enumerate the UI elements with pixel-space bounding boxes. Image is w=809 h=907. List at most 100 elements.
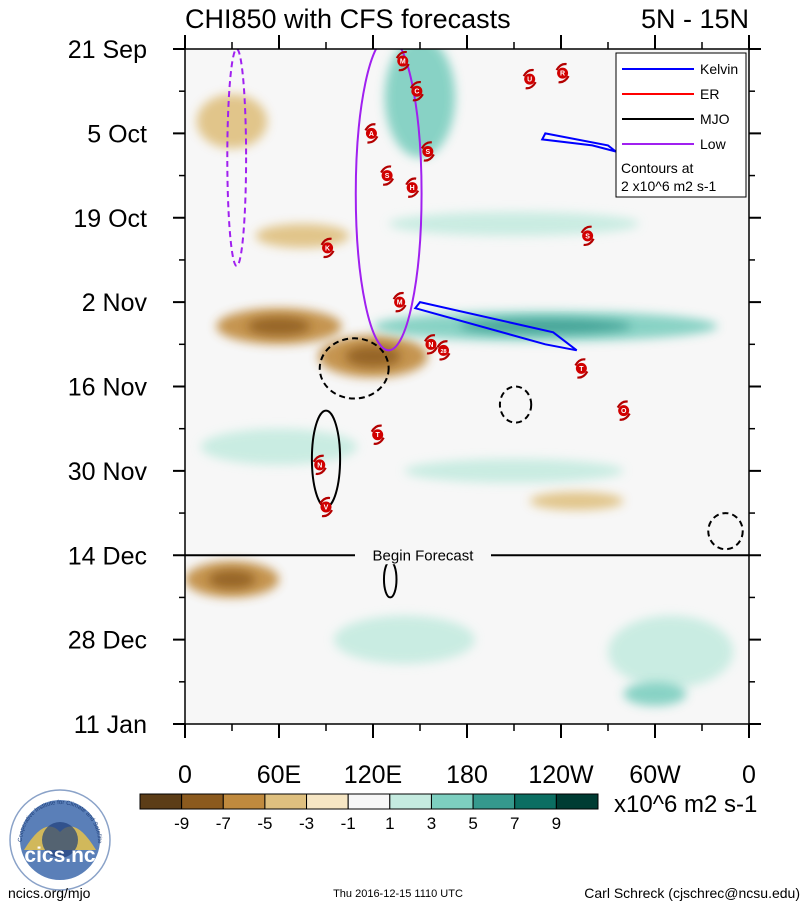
colorbar-swatch [222,793,266,810]
footer-website: ncics.org/mjo [8,885,91,901]
colorbar-swatch [264,793,308,810]
storm-swirl-icon [392,291,407,313]
x-tick-label: 120W [528,761,594,789]
legend-entries: Kelvin ER MJO Low [622,61,738,152]
anomaly-core [247,317,311,336]
legend-label-low: Low [700,136,727,152]
anomaly-outer [255,223,350,248]
storm-marker: R [555,62,570,84]
x-tick-label: 0 [742,761,756,789]
storm-dot [314,459,326,471]
colorbar-tick-label: 1 [385,814,394,833]
colorbar-swatch [181,793,224,810]
colorbar-tick-label: 7 [510,814,519,833]
storm-label: M [400,59,406,66]
storm-dot [365,127,377,139]
x-tick-label: 60E [257,761,301,789]
anomaly-outer [529,491,624,511]
x-tick-label: 60W [629,761,681,789]
storm-marker: U [522,68,537,90]
anomaly-outer [608,615,734,688]
storm-dot [397,55,409,67]
storm-marker: C [409,80,424,102]
storm-label: V [324,505,329,512]
storm-swirl-icon [319,496,333,518]
colorbar-swatch [347,793,391,810]
storm-marker: V [319,496,333,518]
storm-swirl-icon [370,424,385,445]
legend-note-line1: Contours at [621,160,693,176]
anomaly-blob [608,615,734,688]
storm-marker: 28 [436,340,451,361]
anomaly-blob [216,308,342,345]
colorbar-swatch [514,793,557,810]
storm-dot [411,85,423,97]
storm-label: K [325,245,330,252]
logo-wordmark: cics.nc [24,844,96,867]
storm-marker: S [380,165,395,186]
storm-swirl-icon [420,141,435,162]
storm-dot [582,230,594,242]
footer-timestamp: Thu 2016-12-15 1110 UTC [333,888,463,900]
storm-dot [575,362,587,374]
colorbar: -9 -7 -5 -3 -1 1 3 5 7 9 [139,793,599,833]
legend: Kelvin ER MJO Low Contours at 2 x10^6 m2 s-… [615,52,747,198]
storm-swirl-icon [312,454,327,476]
storm-marker: O [616,400,631,421]
storm-label: S [385,173,390,180]
colorbar-tick-label: 5 [468,814,477,833]
anomaly-outer [196,94,268,149]
contour-mjo-neg [498,385,533,424]
anomaly-outer [200,428,358,465]
storm-label: C [414,89,419,96]
storm-marker: S [420,141,435,162]
forecast-label: Begin Forecast [373,547,475,564]
storm-swirl-icon [380,165,395,186]
storm-dot [322,242,334,254]
y-tick-label: 14 Dec [68,542,147,570]
anomaly-outer [404,458,624,483]
x-tick-label: 180 [446,761,488,789]
storm-swirl-icon [574,358,589,379]
storm-label: H [410,185,415,192]
storm-swirl-icon [580,225,595,247]
y-tick-label: 28 Dec [68,627,147,655]
storm-label: U [527,77,532,84]
storm-label: S [585,233,590,240]
storm-marker: N [424,334,438,355]
storm-label: O [621,408,627,415]
storm-swirl-icon [405,177,420,198]
storm-swirl-icon [616,400,631,421]
legend-label-kelvin: Kelvin [700,61,738,77]
colorbar-tick-label: -3 [299,814,314,833]
storm-dot [438,344,449,356]
storm-swirl-icon [395,50,410,72]
colorbar-swatch [139,793,183,810]
storm-marker: N [312,454,327,476]
storm-dot [425,338,437,350]
anomaly-blob [384,49,456,158]
storm-label: S [425,149,430,156]
storm-label: 28 [440,349,446,355]
colorbar-swatch [472,793,516,810]
colorbar-swatch [389,793,432,810]
legend-label-mjo: MJO [700,111,730,127]
y-tick-label: 16 Nov [68,374,148,402]
colorbar-swatch [430,793,474,810]
x-tick-label: 0 [178,761,192,789]
colorbar-tick-label: 9 [552,814,561,833]
contour-mjo-neg [707,512,744,551]
contour-kelvin-pos [413,300,578,352]
x-axis: 0 60E 120E 180 120W 60W 0 [178,35,756,789]
colorbar-tick-label: -7 [216,814,231,833]
y-tick-label: 11 Jan [74,711,147,739]
storm-label: N [428,342,433,349]
storm-marker: T [574,358,589,379]
y-tick-label: 21 Sep [68,36,147,64]
storm-marker: M [395,50,410,72]
legend-box [615,52,747,198]
storm-dot [394,296,406,308]
anomaly-core [459,318,632,334]
anomaly-core [208,570,256,589]
anomaly-blob [200,428,358,465]
